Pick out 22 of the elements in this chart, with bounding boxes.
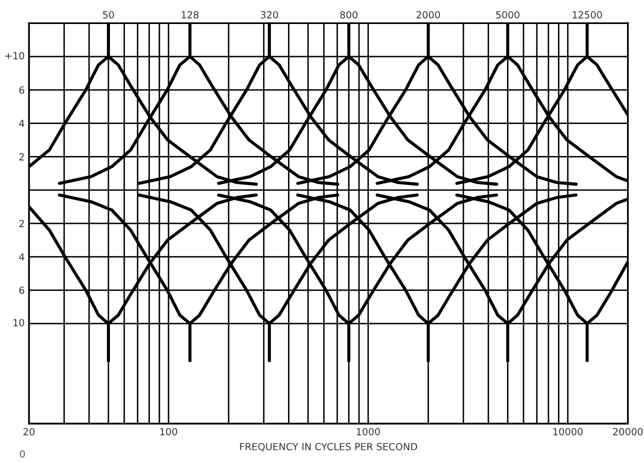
text: 10: [14, 318, 24, 326]
annotation: 2000: [416, 11, 440, 18]
y-tick-label: 2: [19, 153, 24, 160]
x-tick-label: 20: [24, 428, 35, 436]
y-tick-label: 6: [19, 286, 24, 294]
annotation: 12500: [572, 11, 602, 18]
x-axis-title: FREQUENCY IN CYCLES PER SECOND: [240, 442, 418, 452]
y-tick-label: 4: [19, 253, 24, 260]
annotation: 800: [340, 11, 358, 18]
annotation: 128: [182, 11, 199, 18]
x-tick-label: 100: [160, 428, 178, 436]
x-tick-label: 10000: [553, 428, 583, 436]
y-tick-label: 6: [19, 86, 24, 94]
y-tick-label: 4: [19, 120, 24, 127]
y-tick-label: 2: [19, 220, 24, 228]
text: +10: [5, 52, 24, 60]
text: 0: [20, 450, 25, 458]
annotation: 50: [102, 11, 114, 18]
annotation: 5000: [496, 11, 520, 18]
x-tick-label: 1000: [356, 428, 380, 436]
x-tick-label: 20000: [613, 428, 643, 436]
annotation: 320: [260, 11, 278, 18]
